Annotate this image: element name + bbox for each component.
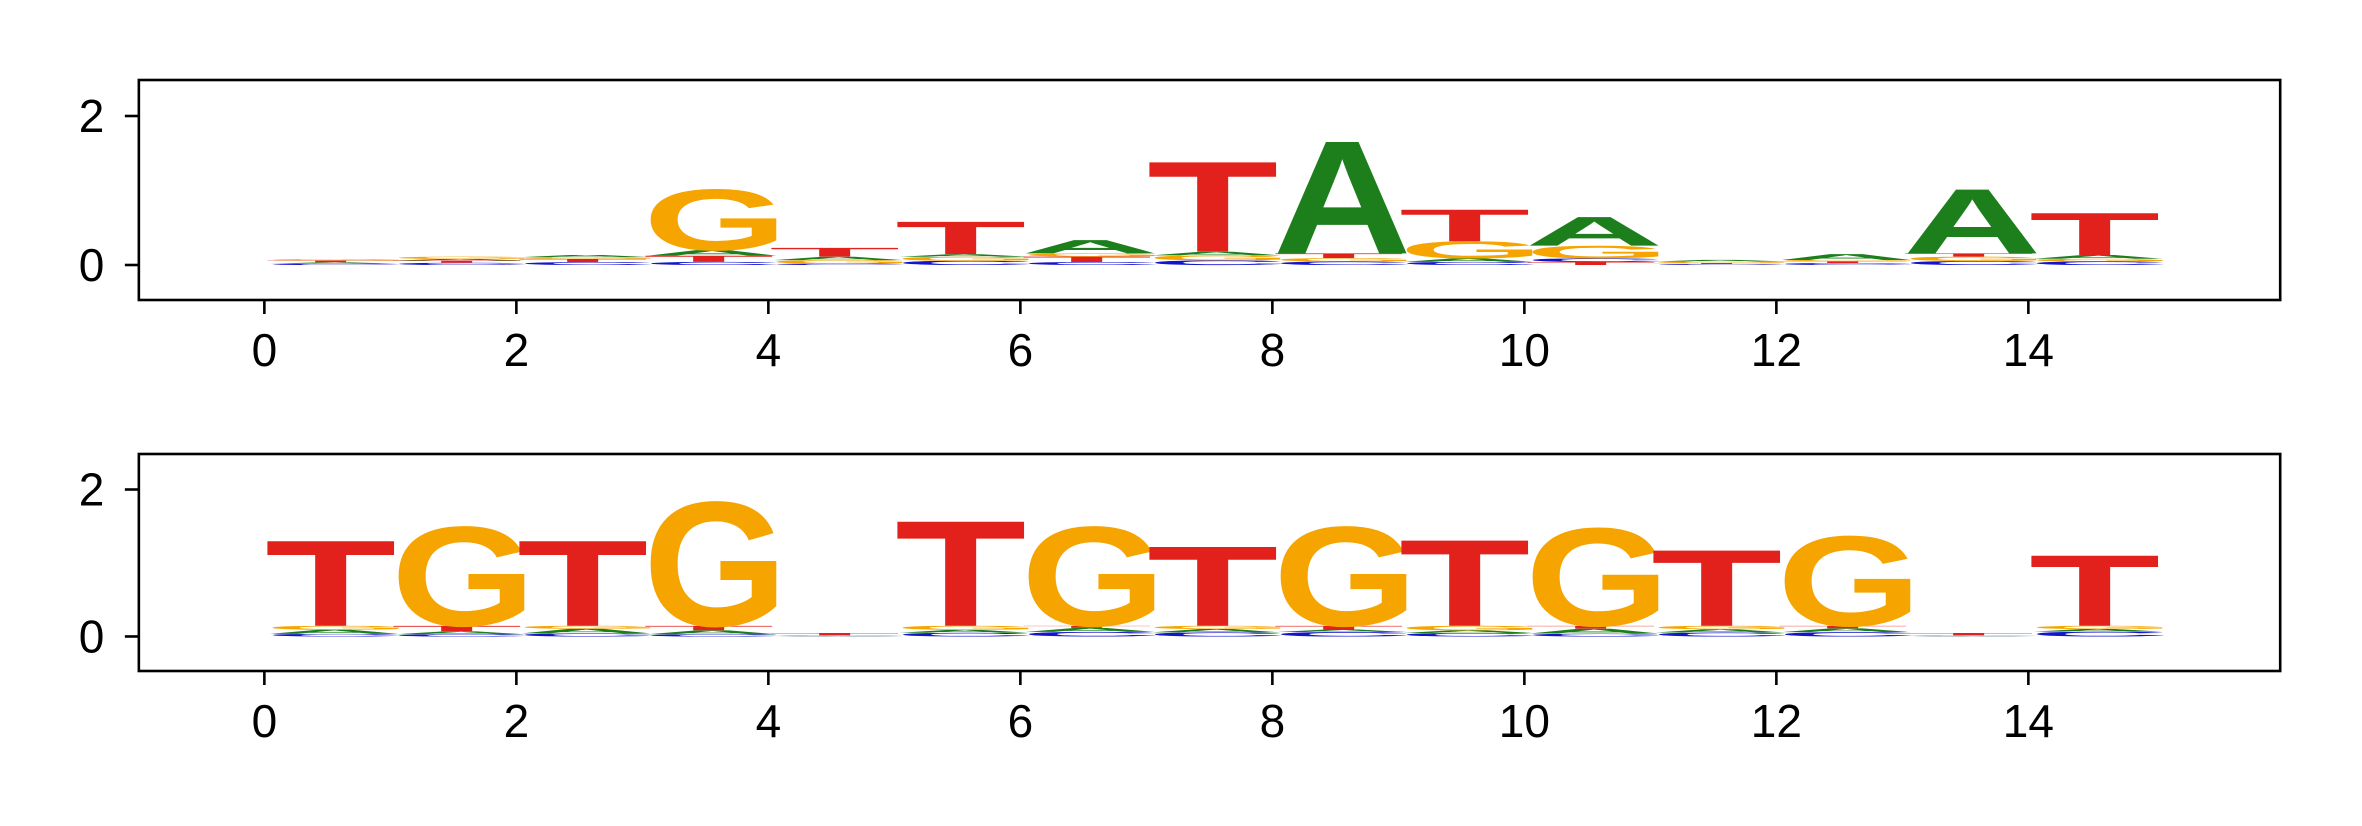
svg-text:T: T: [895, 212, 1026, 264]
svg-text:G: G: [1525, 499, 1670, 656]
svg-text:8: 8: [1260, 324, 1286, 376]
svg-text:T: T: [1399, 514, 1530, 652]
svg-text:0: 0: [79, 610, 105, 662]
svg-text:14: 14: [2003, 324, 2054, 376]
svg-text:10: 10: [1499, 695, 1550, 747]
svg-text:A: A: [1777, 252, 1916, 262]
svg-text:G: G: [391, 256, 536, 260]
svg-text:T: T: [1651, 528, 1782, 650]
svg-text:A: A: [1273, 107, 1412, 288]
svg-text:T: T: [1399, 200, 1530, 251]
svg-text:G: G: [391, 498, 536, 657]
svg-text:A: A: [1525, 208, 1664, 254]
svg-text:G: G: [1777, 509, 1922, 653]
svg-text:2: 2: [79, 90, 105, 142]
svg-text:G: G: [265, 259, 410, 261]
svg-text:G: G: [643, 464, 788, 664]
svg-text:A: A: [1651, 259, 1790, 261]
svg-text:T: T: [2029, 534, 2160, 648]
svg-text:0: 0: [252, 695, 278, 747]
svg-text:T: T: [265, 515, 396, 652]
svg-text:G: G: [643, 171, 788, 269]
svg-text:T: T: [769, 245, 900, 259]
svg-text:0: 0: [79, 239, 105, 291]
svg-text:T: T: [895, 490, 1026, 658]
svg-text:T: T: [1147, 522, 1278, 650]
svg-text:T: T: [2029, 200, 2160, 268]
svg-text:12: 12: [1751, 695, 1802, 747]
svg-text:8: 8: [1260, 695, 1286, 747]
svg-text:14: 14: [2003, 695, 2054, 747]
svg-text:4: 4: [756, 695, 782, 747]
svg-text:A: A: [517, 254, 656, 257]
svg-text:2: 2: [504, 695, 530, 747]
svg-text:T: T: [1147, 134, 1278, 279]
svg-text:T: T: [769, 632, 900, 636]
svg-text:12: 12: [1751, 324, 1802, 376]
svg-text:10: 10: [1499, 324, 1550, 376]
svg-text:T: T: [517, 515, 648, 652]
svg-text:6: 6: [1008, 324, 1034, 376]
svg-text:G: G: [1273, 498, 1418, 657]
svg-text:A: A: [1903, 170, 2042, 273]
svg-text:4: 4: [756, 324, 782, 376]
svg-text:6: 6: [1008, 695, 1034, 747]
svg-text:G: G: [1021, 498, 1166, 657]
svg-text:T: T: [1903, 632, 2034, 636]
svg-text:2: 2: [79, 464, 105, 516]
svg-text:0: 0: [252, 324, 278, 376]
svg-text:2: 2: [504, 324, 530, 376]
svg-text:A: A: [1021, 236, 1160, 257]
